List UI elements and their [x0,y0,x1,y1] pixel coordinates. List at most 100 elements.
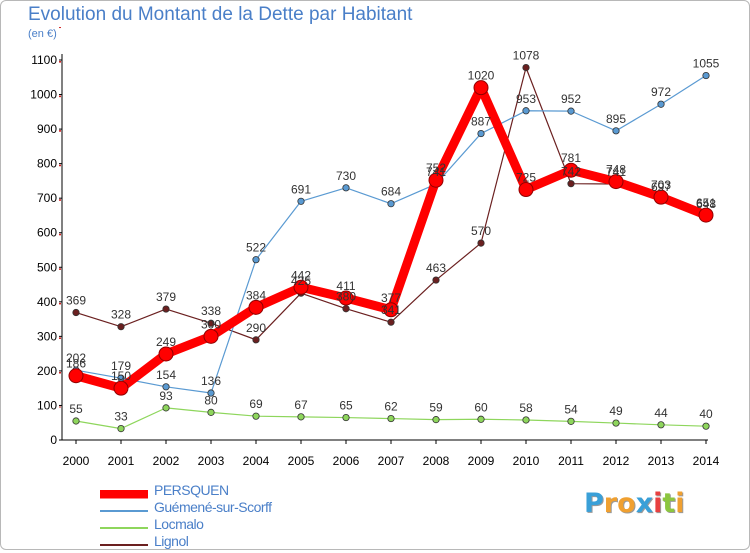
data-point-lignol [477,239,485,247]
data-label-guemene-sur-scorff: 741 [426,165,446,179]
data-point-locmalo [432,416,440,424]
y-tick-label-300: 300 [37,329,57,343]
legend-item-lignol: Lignol [100,533,340,550]
data-point-guemene-sur-scorff [657,100,665,108]
data-label-guemene-sur-scorff: 952 [561,92,581,106]
data-label-locmalo: 93 [159,389,173,403]
data-label-guemene-sur-scorff: 953 [516,92,536,106]
data-point-persquen [158,346,174,362]
data-label-persquen: 1020 [468,69,495,83]
legend-item-locmalo: Locmalo [100,516,340,533]
data-label-lignol: 425 [291,274,311,288]
data-label-guemene-sur-scorff: 684 [381,185,401,199]
data-point-persquen [563,162,579,178]
data-label-guemene-sur-scorff: 730 [336,169,356,183]
data-point-lignol [387,318,395,326]
data-point-locmalo [522,416,530,424]
data-label-lignol: 290 [246,321,266,335]
y-tick-label-400: 400 [37,295,57,309]
logo-letter: o [617,488,636,519]
legend-label-lignol: Lignol [154,533,189,549]
data-label-persquen: 249 [156,335,176,349]
data-point-locmalo [162,404,170,412]
data-point-locmalo [297,413,305,421]
logo-letter: i [653,488,663,519]
legend-item-guemene: Guémené-sur-Scorff [100,499,340,516]
data-point-locmalo [387,414,395,423]
data-label-locmalo: 33 [114,410,128,424]
data-label-lignol: 742 [561,165,581,179]
logo-letter: i [675,488,685,519]
data-label-guemene-sur-scorff: 1055 [693,57,720,71]
data-label-lignol: 341 [381,303,401,317]
data-label-locmalo: 40 [699,407,713,421]
data-label-persquen: 781 [561,151,581,165]
data-label-locmalo: 59 [429,401,443,415]
x-tick-label-2012: 2012 [603,454,630,468]
data-point-guemene-sur-scorff [162,383,170,391]
logo-letter: r [603,488,618,519]
data-point-locmalo [117,424,125,433]
x-tick-label-2000: 2000 [63,454,90,468]
data-point-guemene-sur-scorff [612,127,620,135]
legend-item-persquen: PERSQUEN [100,482,340,499]
x-tick-label-2007: 2007 [378,454,405,468]
data-point-persquen [248,299,264,315]
data-point-persquen [293,279,309,295]
data-label-persquen: 752 [426,161,446,175]
x-tick-label-2009: 2009 [468,454,495,468]
data-point-locmalo [702,422,710,430]
data-point-lignol [342,305,350,313]
data-label-locmalo: 62 [384,400,398,414]
data-point-locmalo [612,419,620,427]
x-tick-label-2002: 2002 [153,454,180,468]
chart-subtitle: (en €) [28,28,57,40]
x-tick-label-2011: 2011 [558,454,584,468]
data-label-lignol: 338 [201,304,221,318]
data-label-lignol: 369 [66,294,86,308]
data-label-locmalo: 54 [564,402,578,416]
data-point-lignol [252,336,260,344]
x-tick-label-2005: 2005 [288,454,315,468]
data-point-guemene-sur-scorff [207,389,215,397]
data-point-locmalo [207,408,215,416]
data-point-guemene-sur-scorff [567,107,575,115]
data-point-guemene-sur-scorff [252,256,260,264]
data-point-lignol [432,276,440,284]
data-label-locmalo: 65 [339,399,353,413]
data-label-lignol: 380 [336,290,356,304]
proxiti-logo: Proxiti [584,488,685,519]
data-label-persquen: 748 [606,163,626,177]
logo-letter: P [584,488,604,519]
chart-legend: PERSQUEN Guémené-sur-Scorff Locmalo Lign… [100,482,340,550]
data-label-guemene-sur-scorff: 887 [471,115,491,129]
data-point-guemene-sur-scorff [342,184,350,192]
data-label-guemene-sur-scorff: 691 [291,182,311,196]
data-label-persquen: 442 [291,268,311,282]
data-point-persquen [698,207,714,223]
data-point-persquen [428,172,444,188]
data-point-persquen [113,380,129,396]
data-point-locmalo [252,412,260,420]
y-tick-label-900: 900 [37,122,57,136]
data-label-guemene-sur-scorff: 972 [651,85,671,99]
data-point-lignol [72,308,80,317]
data-label-lignol: 570 [471,224,491,238]
data-label-locmalo: 49 [609,404,623,418]
y-tick-label-200: 200 [37,364,57,378]
data-point-persquen [518,182,534,198]
data-point-locmalo [477,415,485,423]
data-point-lignol [567,180,575,188]
data-point-persquen [383,302,399,318]
data-point-locmalo [567,417,575,425]
data-point-locmalo [72,417,80,425]
data-point-persquen [338,290,354,306]
x-tick-label-2008: 2008 [423,454,450,468]
data-point-persquen [608,174,624,190]
y-tick-label-800: 800 [37,157,57,171]
legend-label-locmalo: Locmalo [154,516,204,532]
data-point-guemene-sur-scorff [522,107,530,115]
legend-swatch-persquen [100,490,148,499]
